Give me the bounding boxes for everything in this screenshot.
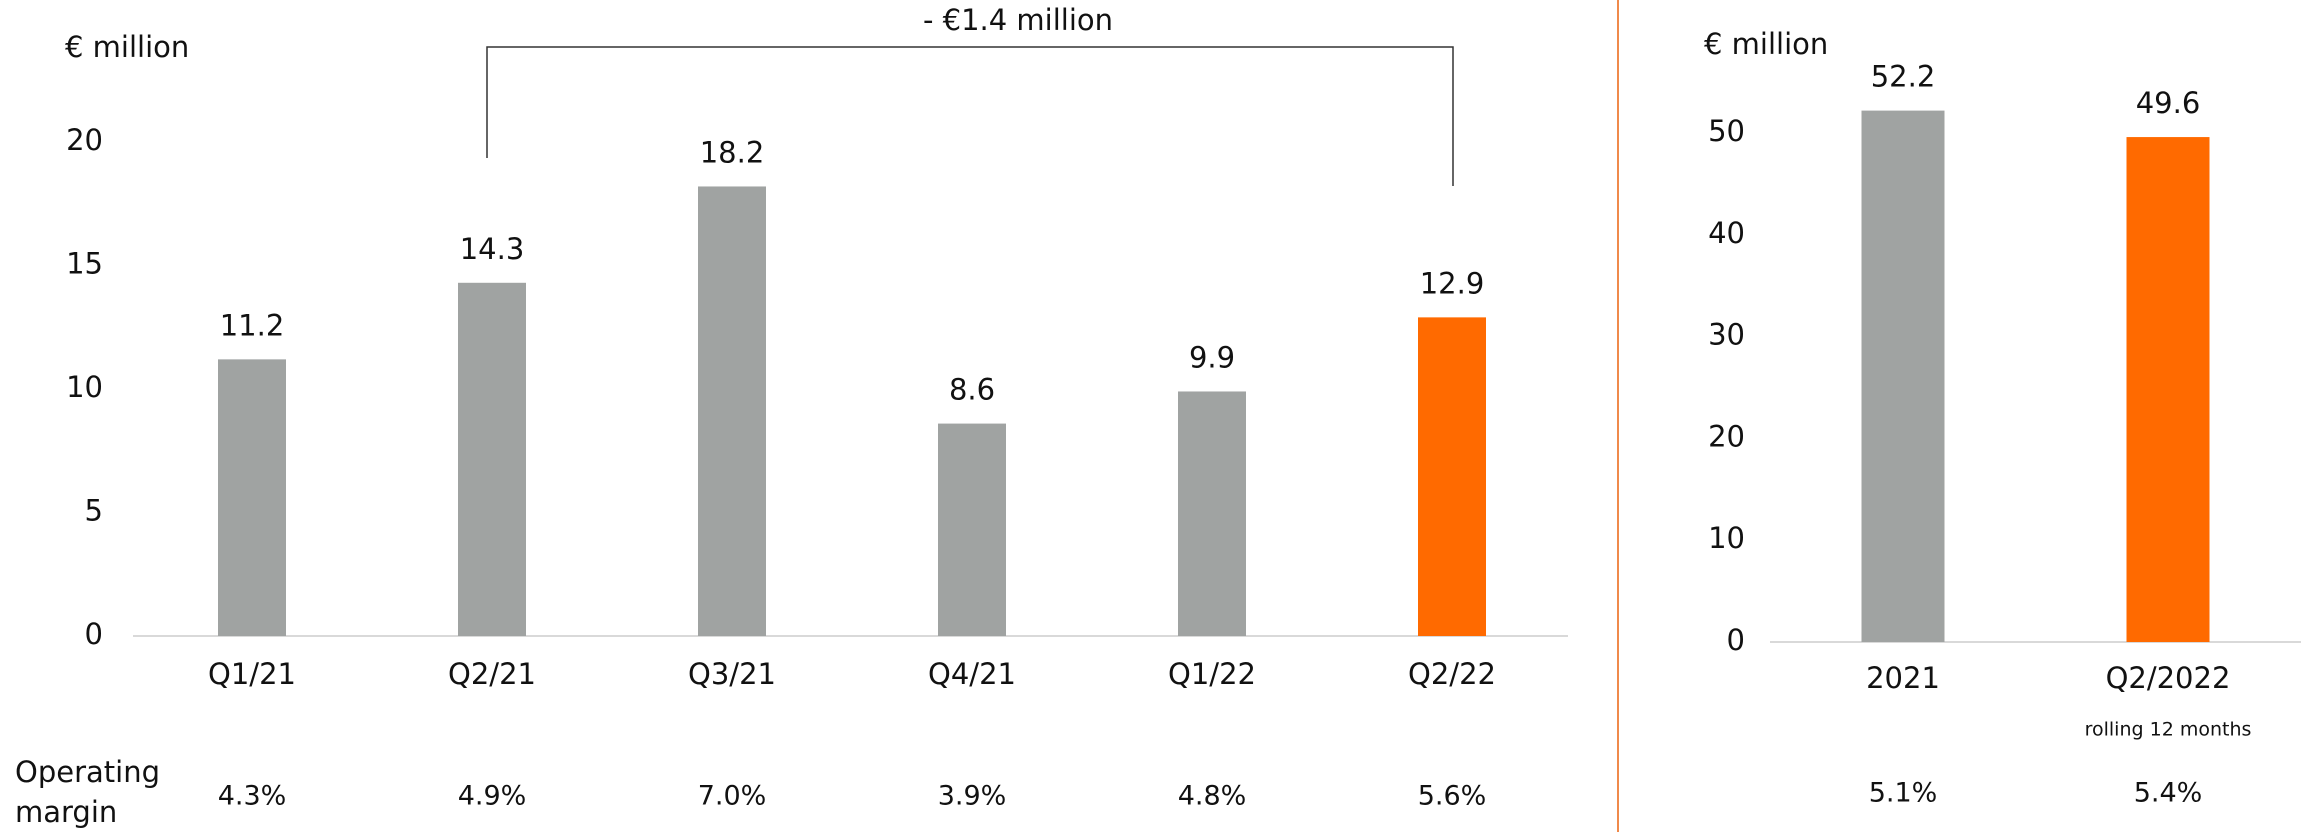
x-tick-label: Q2/21 — [448, 657, 536, 691]
bracket — [486, 46, 1454, 186]
y-tick-label: 20 — [1708, 419, 1745, 453]
x-tick-label: Q2/22 — [1408, 657, 1496, 691]
bar — [1418, 317, 1486, 636]
margin-value: 3.9% — [938, 781, 1007, 812]
x-tick-label: Q1/21 — [208, 657, 296, 691]
margin-value: 4.3% — [218, 781, 287, 812]
margin-value: 5.4% — [2134, 778, 2203, 809]
category-note: rolling 12 months — [2085, 719, 2252, 741]
value-label: 14.3 — [460, 232, 525, 266]
bar — [1178, 391, 1246, 636]
margin-value: 5.1% — [1869, 778, 1938, 809]
value-label: 12.9 — [1420, 266, 1485, 300]
x-tick-label: Q1/22 — [1168, 657, 1256, 691]
value-label: 18.2 — [700, 135, 765, 169]
y-tick-label: 10 — [1708, 521, 1745, 555]
axis-label: € million — [65, 30, 189, 64]
value-label: 9.9 — [1189, 340, 1235, 374]
value-label: 8.6 — [949, 373, 995, 407]
y-tick-label: 20 — [66, 123, 103, 157]
x-tick-label: Q4/21 — [928, 657, 1016, 691]
bar — [938, 423, 1006, 636]
bar — [2126, 137, 2210, 642]
margin-label: Operating margin — [15, 755, 160, 829]
margin-value: 4.9% — [458, 781, 527, 812]
y-tick-label: 30 — [1708, 318, 1745, 352]
margin-value: 5.6% — [1418, 781, 1487, 812]
y-tick-label: 0 — [1727, 623, 1745, 657]
bar — [218, 359, 286, 636]
value-label: 49.6 — [2136, 86, 2201, 120]
bar — [1861, 110, 1945, 642]
bar — [698, 186, 766, 636]
y-tick-label: 40 — [1708, 216, 1745, 250]
margin-value: 7.0% — [698, 781, 767, 812]
bar — [458, 282, 526, 636]
annotation: - €1.4 million — [923, 3, 1113, 37]
x-tick-label: 2021 — [1866, 661, 1940, 695]
x-tick-label: Q2/2022 — [2106, 661, 2231, 695]
axis-label: € million — [1704, 27, 1828, 61]
value-label: 52.2 — [1871, 60, 1936, 94]
y-tick-label: 0 — [85, 617, 103, 651]
x-tick-label: Q3/21 — [688, 657, 776, 691]
y-tick-label: 10 — [66, 370, 103, 404]
margin-value: 4.8% — [1178, 781, 1247, 812]
y-tick-label: 15 — [66, 247, 103, 281]
value-label: 11.2 — [220, 308, 285, 342]
y-tick-label: 50 — [1708, 114, 1745, 148]
y-tick-label: 5 — [85, 494, 103, 528]
